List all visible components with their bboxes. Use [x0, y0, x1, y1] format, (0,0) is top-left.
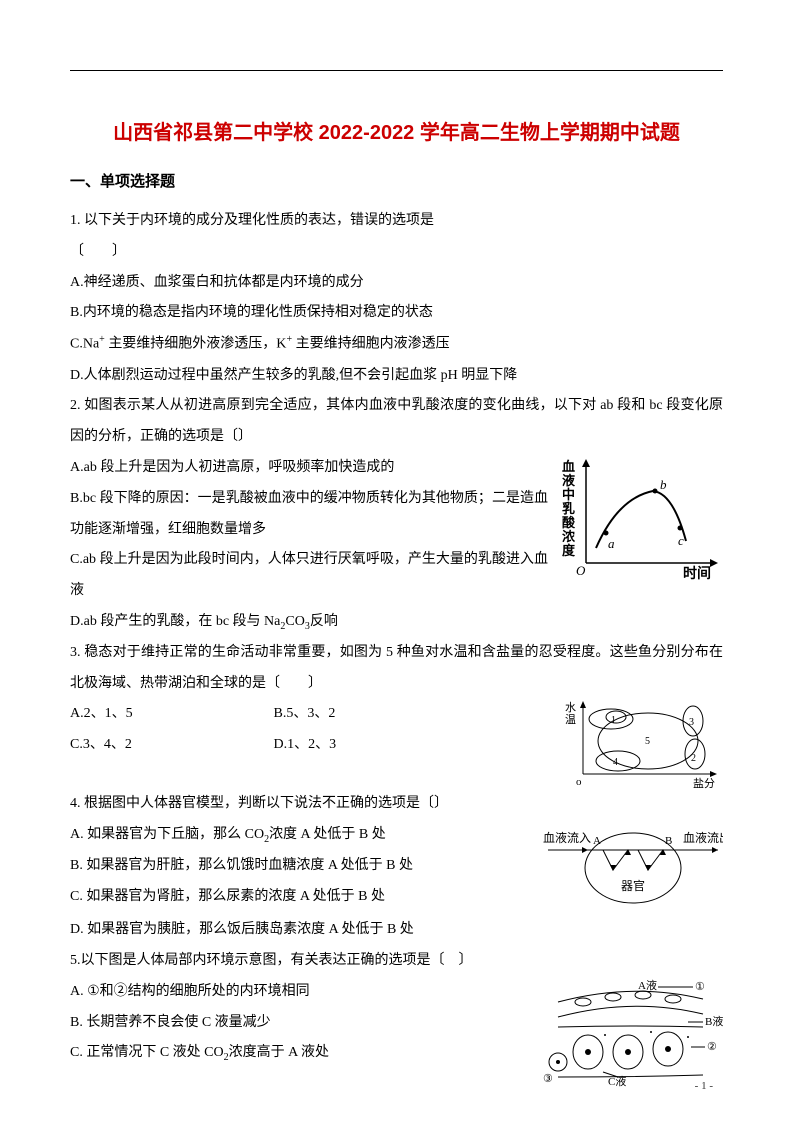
q4-fig-out: 血液流出 [683, 830, 723, 845]
q2-stem: 2. 如图表示某人从初进高原到完全适应，其体内血液中乳酸浓度的变化曲线，以下对 … [70, 391, 723, 453]
q3-fig-x: 盐分 [693, 777, 715, 789]
q3-stem: 3. 稳态对于维持正常的生命活动非常重要，如图为 5 种鱼对水温和含盐量的忍受程… [70, 638, 723, 700]
q2-fig-o: O [576, 563, 586, 578]
q3-y2: 温 [565, 713, 576, 726]
q4-fig-in: 血液流入 [543, 830, 591, 845]
q3-option-a: A.2、1、5 [70, 699, 270, 730]
q3-n4: 4 [613, 757, 618, 768]
q5c-pre: C. 正常情况下 C 液处 CO [70, 1045, 224, 1060]
q1-option-d: D.人体剧烈运动过程中虽然产生较多的乳酸,但不会引起血浆 pH 明显下降 [70, 361, 723, 392]
q3-n5: 5 [645, 736, 650, 747]
q2-yl-3: 中 [562, 487, 575, 502]
q2-option-a: A.ab 段上升是因为人初进高原，呼吸频率加快造成的 [70, 453, 548, 484]
q5-n3: ③ [543, 1073, 553, 1085]
top-rule [70, 70, 723, 71]
q2-option-d: D.ab 段产生的乳酸，在 bc 段与 Na2CO3反响 [70, 607, 723, 638]
q2-yl-4: 乳 [562, 501, 575, 516]
q3-options-row2: C.3、4、2 D.1、2、3 [70, 730, 553, 761]
q3-n2: 2 [691, 753, 696, 764]
q2-fig-c: c [678, 533, 684, 548]
q1-blank: 〔 〕 [70, 237, 723, 268]
q1-option-c: C.Na+ 主要维持细胞外液渗透压，K+ 主要维持细胞内液渗透压 [70, 329, 723, 360]
q2-yl-1: 血 [562, 459, 575, 474]
q5-fig-b: B液 [705, 1014, 723, 1028]
q2-option-c: C.ab 段上升是因为此段时间内，人体只进行厌氧呼吸，产生大量的乳酸进入血液 [70, 545, 548, 607]
q4-fig-a: A [593, 835, 601, 847]
q5c-post: 浓度高于 A 液处 [229, 1045, 329, 1060]
q5-stem: 5.以下图是人体局部内环境示意图，有关表达正确的选项是〔 〕 [70, 946, 723, 977]
q3-figure: 1 2 3 4 5 水 温 o 盐分 [563, 699, 723, 789]
q2-fig-xlabel: 时间 [683, 565, 711, 582]
q3-option-b: B.5、3、2 [274, 706, 336, 721]
q1-option-a: A.神经递质、血浆蛋白和抗体都是内环境的成分 [70, 268, 723, 299]
q5-fig-c: C液 [608, 1074, 626, 1087]
q1-stem: 1. 以下关于内环境的成分及理化性质的表达，错误的选项是 [70, 206, 723, 237]
section-header: 一、单项选择题 [70, 170, 723, 191]
q5-option-a: A. ①和②结构的细胞所处的内环境相同 [70, 977, 533, 1008]
q1c-mid: 主要维持细胞外液渗透压，K [105, 337, 287, 352]
q4-figure: 血液流入 A B 血液流出 器官 [543, 820, 723, 915]
q5-option-b: B. 长期营养不良会使 C 液量减少 [70, 1008, 533, 1039]
q3-option-d: D.1、2、3 [274, 737, 337, 752]
q3-fig-o: o [576, 776, 582, 788]
q2-fig-a: a [608, 536, 615, 551]
q2-yl-2: 液 [562, 473, 575, 488]
q2-figure: a b c O 时间 血 液 中 乳 酸 浓 度 [558, 453, 723, 607]
q5-fig-a: A液 [638, 978, 657, 992]
q4-option-c: C. 如果器官为肾脏，那么尿素的浓度 A 处低于 B 处 [70, 882, 533, 913]
q2-yl-6: 浓 [562, 529, 576, 544]
q2-fig-b: b [660, 477, 667, 492]
q2-yl-7: 度 [562, 543, 576, 558]
q4-option-a: A. 如果器官为下丘脑，那么 CO2浓度 A 处低于 B 处 [70, 820, 533, 851]
q3-n3: 3 [689, 717, 694, 728]
q4-option-d: D. 如果器官为胰脏，那么饭后胰岛素浓度 A 处低于 B 处 [70, 915, 723, 946]
q4-option-b: B. 如果器官为肝脏，那么饥饿时血糖浓度 A 处低于 B 处 [70, 851, 533, 882]
q3-options-row1: A.2、1、5 B.5、3、2 [70, 699, 553, 730]
q4-stem: 4. 根据图中人体器官模型，判断以下说法不正确的选项是〔〕 [70, 789, 723, 820]
q3-n1: 1 [611, 715, 616, 726]
q1c-post: 主要维持细胞内液渗透压 [292, 337, 450, 352]
q2-yl-5: 酸 [562, 515, 576, 530]
q4a-pre: A. 如果器官为下丘脑，那么 CO [70, 827, 264, 842]
q3-y1: 水 [565, 701, 576, 714]
q3-option-c: C.3、4、2 [70, 730, 270, 761]
q4-fig-organ: 器官 [621, 878, 645, 893]
q2d-post: 反响 [310, 614, 338, 629]
q1-option-b: B.内环境的稳态是指内环境的理化性质保持相对稳定的状态 [70, 298, 723, 329]
exam-title: 山西省祁县第二中学校 2022-2022 学年高二生物上学期期中试题 [70, 116, 723, 145]
q4a-post: 浓度 A 处低于 B 处 [269, 827, 386, 842]
q5-n2: ② [707, 1041, 717, 1053]
q1c-pre: C.Na [70, 337, 99, 352]
q4-fig-b: B [665, 835, 672, 847]
q2-option-b: B.bc 段下降的原因：一是乳酸被血液中的缓冲物质转化为其他物质；二是造血功能逐… [70, 484, 548, 546]
q5-figure: A液 ① B液 ② ③ C液 [543, 977, 723, 1087]
page-number: - 1 - [695, 1080, 713, 1092]
q5-n1: ① [695, 981, 705, 993]
q2d-pre: D.ab 段产生的乳酸，在 bc 段与 Na [70, 614, 280, 629]
q5-option-c: C. 正常情况下 C 液处 CO2浓度高于 A 液处 [70, 1038, 533, 1069]
q2d-mid: CO [285, 614, 304, 629]
